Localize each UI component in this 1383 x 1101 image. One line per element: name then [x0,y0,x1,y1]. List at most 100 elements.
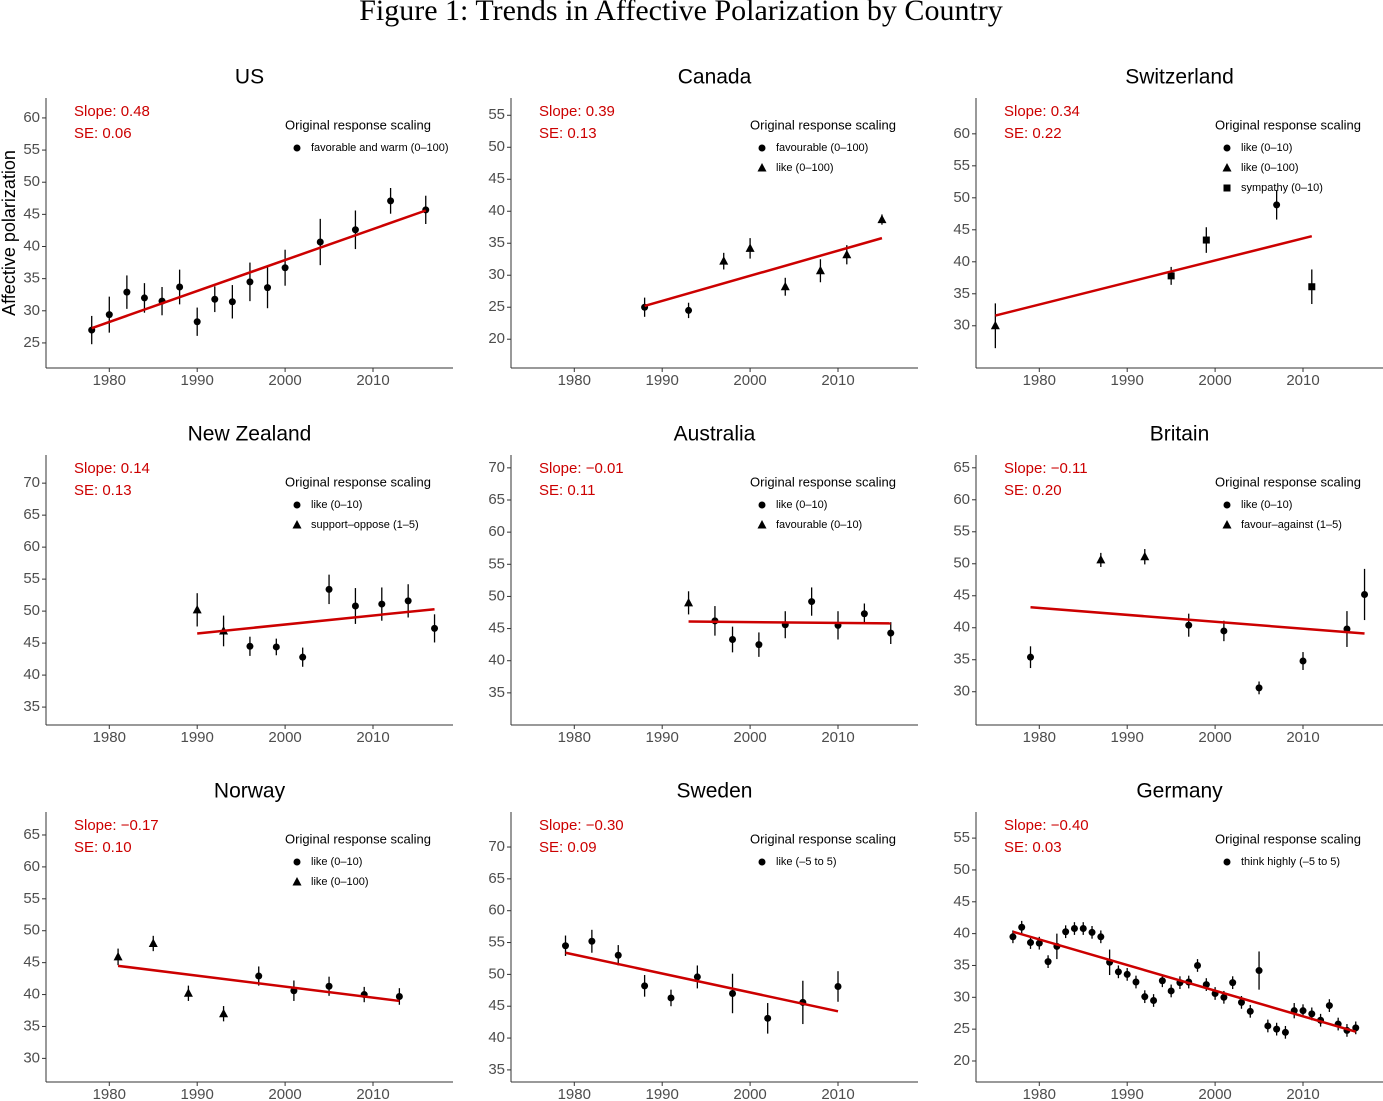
legend-label: favour–against (1–5) [1241,519,1342,531]
trend-line [117,964,400,1003]
marker-circle [667,994,675,1002]
marker-triangle [1096,554,1106,564]
x-tick-label: 1980 [558,1086,591,1101]
marker-circle [272,643,280,651]
marker-circle [264,284,272,292]
y-tick-label: 55 [23,141,40,158]
marker-circle [351,602,359,610]
marker-circle [693,973,701,981]
y-tick-label: 70 [488,459,505,476]
legend-label: like (0–10) [1241,142,1292,154]
marker-circle [351,226,359,234]
marker-circle [1035,939,1043,947]
marker-circle [246,278,254,286]
marker-triangle [1222,520,1232,529]
annotation: Slope: 0.39 [539,103,615,120]
y-tick-label: 50 [23,922,40,939]
annotation: Slope: 0.14 [74,460,150,477]
marker-circle [1018,923,1026,931]
y-tick-label: 50 [23,602,40,619]
y-tick-label: 55 [23,890,40,907]
marker-circle [281,264,289,272]
marker-circle [755,641,763,649]
legend-title: Original response scaling [285,117,431,132]
annotation: Slope: −0.11 [1004,460,1088,477]
marker-circle [641,982,649,990]
y-tick-label: 60 [23,109,40,126]
marker-circle [325,585,333,593]
panel-title: Sweden [677,780,753,803]
annotation: SE: 0.09 [539,839,597,856]
x-tick-label: 2000 [733,729,766,746]
marker-circle [404,597,412,605]
marker-circle [758,144,766,152]
marker-circle [1255,967,1263,975]
trend-line [1012,930,1357,1033]
y-tick-label: 45 [953,587,970,604]
x-tick-label: 2010 [1286,372,1319,389]
annotation: SE: 0.10 [74,839,132,856]
marker-circle [1044,958,1052,966]
x-tick-label: 1990 [181,372,214,389]
y-tick-label: 35 [488,684,505,701]
x-tick-label: 2000 [268,1086,301,1101]
legend-title: Original response scaling [1215,117,1361,132]
marker-triangle [1140,551,1150,561]
y-tick-label: 55 [23,570,40,587]
trend-line [197,607,435,635]
x-tick-label: 2000 [1198,1086,1231,1101]
legend-label: like (0–10) [776,499,827,511]
marker-circle [1299,1007,1307,1015]
legend-label: favourable (0–100) [776,142,868,154]
marker-circle [1062,928,1070,936]
x-tick-label: 1990 [181,1086,214,1101]
y-axis-label: Affective polarization [0,150,19,316]
marker-triangle [990,320,1000,330]
legend-label: favorable and warm (0–100) [311,142,449,154]
legend-title: Original response scaling [750,831,896,846]
x-tick-label: 2010 [1286,1086,1319,1101]
y-tick-label: 30 [488,266,505,283]
x-tick-label: 2000 [268,372,301,389]
x-tick-label: 1990 [646,729,679,746]
y-tick-label: 20 [488,330,505,347]
annotation: Slope: 0.48 [74,103,150,120]
trend-line [688,620,891,625]
marker-circle [395,992,403,1000]
marker-circle [255,972,263,980]
trend-line [644,236,883,308]
marker-circle [1223,858,1231,866]
legend-label: like (0–10) [311,856,362,868]
x-tick-label: 1980 [93,1086,126,1101]
marker-circle [1273,201,1281,209]
y-tick-label: 35 [23,698,40,715]
marker-circle [1141,993,1149,1001]
figure-title: Figure 1: Trends in Affective Polarizati… [359,0,1003,27]
x-tick-label: 1980 [1023,1086,1056,1101]
legend-label: favourable (0–10) [776,519,862,531]
y-tick-label: 35 [953,285,970,302]
trend-line [565,951,839,1013]
marker-circle [1097,933,1105,941]
marker-circle [1070,925,1078,933]
y-tick-label: 30 [953,683,970,700]
marker-triangle [684,597,694,607]
marker-circle [764,1014,772,1022]
y-tick-label: 40 [953,619,970,636]
panel-title: Australia [674,423,756,446]
marker-circle [860,610,868,618]
y-tick-label: 40 [953,925,970,942]
marker-circle [1223,501,1231,509]
x-tick-label: 1990 [1111,1086,1144,1101]
y-tick-label: 40 [953,253,970,270]
legend-label: like (0–100) [311,876,368,888]
trend-line [1030,606,1365,635]
marker-circle [758,858,766,866]
y-tick-label: 65 [953,459,970,476]
marker-circle [1220,627,1228,635]
legend-title: Original response scaling [1215,474,1361,489]
marker-circle [562,942,570,950]
y-tick-label: 60 [953,125,970,142]
y-tick-label: 50 [953,555,970,572]
x-tick-label: 1990 [1111,372,1144,389]
